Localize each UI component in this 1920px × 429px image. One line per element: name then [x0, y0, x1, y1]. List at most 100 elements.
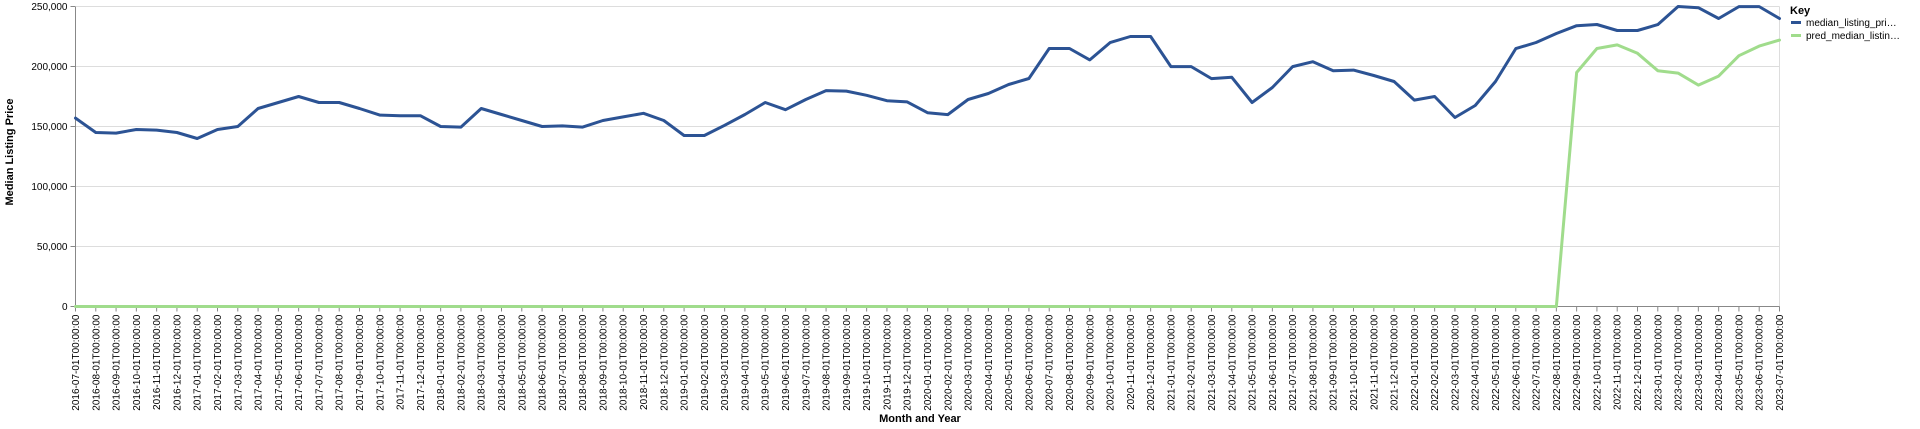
- x-tick-label: 2016-10-01T00:00:00: [132, 314, 143, 411]
- x-tick-label: 2021-07-01T00:00:00: [1288, 314, 1299, 411]
- data-point: [1737, 54, 1740, 57]
- x-tick-label: 2020-06-01T00:00:00: [1024, 314, 1035, 411]
- data-point: [1291, 305, 1294, 308]
- x-tick-label: 2016-12-01T00:00:00: [172, 314, 183, 411]
- x-tick-label: 2019-02-01T00:00:00: [700, 314, 711, 411]
- x-tick-label: 2020-02-01T00:00:00: [943, 314, 954, 411]
- data-point: [277, 305, 280, 308]
- data-point: [338, 101, 341, 104]
- data-point: [378, 114, 381, 117]
- x-tick-label: 2018-07-01T00:00:00: [558, 314, 569, 411]
- data-point: [317, 305, 320, 308]
- data-point: [1352, 305, 1355, 308]
- data-point: [764, 305, 767, 308]
- data-point: [1413, 99, 1416, 102]
- data-point: [1291, 65, 1294, 68]
- data-point: [1535, 305, 1538, 308]
- data-point: [1616, 43, 1619, 46]
- data-point: [378, 305, 381, 308]
- data-point: [419, 114, 422, 117]
- data-point: [561, 305, 564, 308]
- data-point: [1311, 305, 1314, 308]
- data-point: [1656, 23, 1659, 26]
- data-point: [419, 305, 422, 308]
- y-tick-label: 200,000: [31, 62, 68, 73]
- x-tick-label: 2019-08-01T00:00:00: [822, 314, 833, 411]
- data-point: [1311, 60, 1314, 63]
- data-point: [1190, 305, 1193, 308]
- data-point: [1048, 305, 1051, 308]
- x-tick-label: 2018-03-01T00:00:00: [477, 314, 488, 411]
- data-point: [865, 94, 868, 97]
- data-point: [601, 119, 604, 122]
- data-point: [1595, 47, 1598, 50]
- data-point: [1758, 5, 1761, 8]
- x-tick-label: 2018-06-01T00:00:00: [538, 314, 549, 411]
- data-point: [1393, 80, 1396, 83]
- data-point: [642, 305, 645, 308]
- data-point: [825, 89, 828, 92]
- x-tick-label: 2022-11-01T00:00:00: [1613, 314, 1624, 410]
- data-point: [1352, 69, 1355, 72]
- x-tick-label: 2017-06-01T00:00:00: [294, 314, 305, 411]
- data-point: [723, 124, 726, 127]
- data-point: [865, 305, 868, 308]
- data-point: [1778, 39, 1781, 42]
- x-tick-label: 2018-02-01T00:00:00: [456, 314, 467, 411]
- data-point: [1616, 29, 1619, 32]
- data-point: [500, 113, 503, 116]
- x-tick-label: 2020-12-01T00:00:00: [1146, 314, 1157, 411]
- plot-frame: [75, 6, 1780, 307]
- data-point: [946, 305, 949, 308]
- data-point: [1393, 305, 1396, 308]
- legend-label: pred_median_listin…: [1806, 31, 1900, 42]
- y-tick-label: 100,000: [31, 182, 68, 193]
- data-point: [74, 117, 77, 120]
- data-point: [1332, 305, 1335, 308]
- data-point: [1372, 305, 1375, 308]
- data-point: [1129, 305, 1132, 308]
- x-tick-label: 2020-05-01T00:00:00: [1004, 314, 1015, 411]
- data-point: [1048, 47, 1051, 50]
- data-point: [1555, 305, 1558, 308]
- legend: Key median_listing_pri… pred_median_listi…: [1790, 5, 1900, 42]
- data-point: [1514, 305, 1517, 308]
- data-point: [1007, 83, 1010, 86]
- data-point: [135, 305, 138, 308]
- x-tick-label: 2020-03-01T00:00:00: [964, 314, 975, 411]
- x-tick-label: 2017-05-01T00:00:00: [274, 314, 285, 411]
- x-tick-label: 2017-04-01T00:00:00: [254, 314, 265, 411]
- data-point: [622, 115, 625, 118]
- data-point: [1514, 47, 1517, 50]
- data-point: [175, 305, 178, 308]
- data-point: [946, 113, 949, 116]
- data-point: [155, 305, 158, 308]
- x-tick-label: 2017-11-01T00:00:00: [396, 314, 407, 410]
- data-point: [115, 132, 118, 135]
- y-axis-ticks: 0 50,000 100,000 150,000 200,000 250,000: [31, 2, 76, 313]
- data-point: [906, 305, 909, 308]
- data-point: [1271, 305, 1274, 308]
- data-point: [399, 305, 402, 308]
- x-tick-label: 2018-08-01T00:00:00: [578, 314, 589, 411]
- data-point: [581, 305, 584, 308]
- data-point: [297, 305, 300, 308]
- x-tick-label: 2022-07-01T00:00:00: [1532, 314, 1543, 411]
- data-point: [1535, 41, 1538, 44]
- x-tick-label: 2019-07-01T00:00:00: [801, 314, 812, 411]
- data-point: [1595, 23, 1598, 26]
- data-point: [1190, 65, 1193, 68]
- data-point: [94, 131, 97, 134]
- data-point: [1677, 5, 1680, 8]
- x-tick-label: 2016-07-01T00:00:00: [71, 314, 82, 411]
- x-tick-label: 2020-04-01T00:00:00: [984, 314, 995, 411]
- data-point: [155, 129, 158, 132]
- y-tick-label: 250,000: [31, 2, 68, 13]
- data-point: [439, 305, 442, 308]
- data-point: [1129, 35, 1132, 38]
- data-point: [1494, 80, 1497, 83]
- x-tick-label: 2017-03-01T00:00:00: [233, 314, 244, 411]
- data-point: [967, 305, 970, 308]
- x-tick-label: 2023-01-01T00:00:00: [1653, 314, 1664, 411]
- data-point: [1210, 305, 1213, 308]
